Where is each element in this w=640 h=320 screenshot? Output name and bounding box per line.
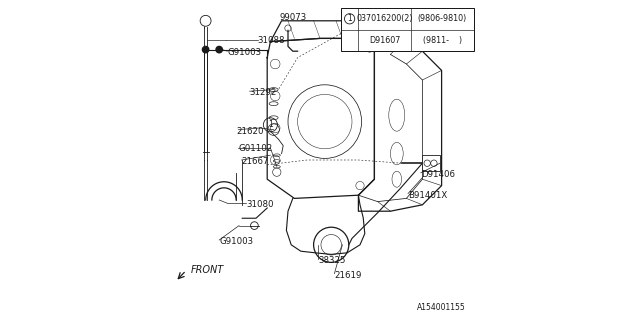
Text: 31088: 31088 [258,36,285,44]
Text: (9811-    ): (9811- ) [423,36,462,45]
Circle shape [216,46,223,53]
Text: 21667: 21667 [242,157,269,166]
Text: D91406: D91406 [421,170,455,179]
Text: G91003: G91003 [227,48,261,57]
Text: 31080: 31080 [246,200,274,209]
Text: G91003: G91003 [219,237,253,246]
Text: A154001155: A154001155 [417,303,466,312]
Text: 31292: 31292 [250,88,277,97]
Text: D91607: D91607 [369,36,401,45]
Text: 99073: 99073 [280,13,307,22]
Text: B91401X: B91401X [408,191,447,200]
Text: G01102: G01102 [239,144,273,153]
FancyBboxPatch shape [340,8,474,51]
Text: 037016200(2): 037016200(2) [356,14,413,23]
FancyBboxPatch shape [422,155,440,171]
Text: 38325: 38325 [319,256,346,265]
Text: 21619: 21619 [334,271,362,280]
Text: FRONT: FRONT [191,265,223,276]
Text: (9806-9810): (9806-9810) [418,14,467,23]
Circle shape [202,46,209,53]
Text: 1: 1 [268,120,273,129]
Text: 21620: 21620 [237,127,264,136]
Text: 1: 1 [348,14,352,23]
